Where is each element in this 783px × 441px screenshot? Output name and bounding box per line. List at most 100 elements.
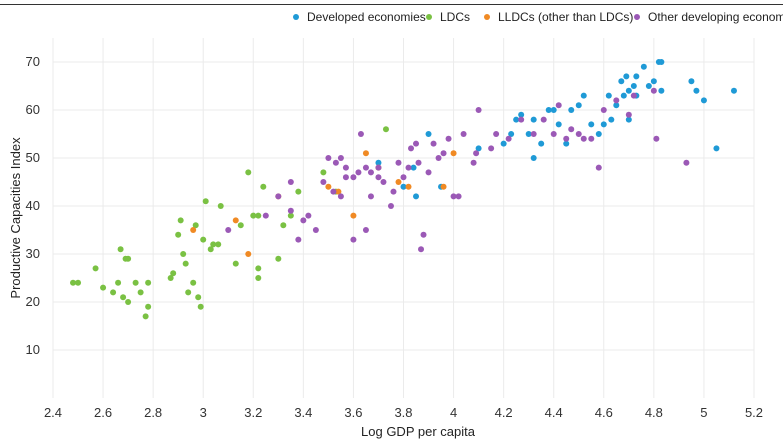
- data-point: [588, 135, 595, 142]
- data-point: [540, 116, 547, 123]
- data-point: [513, 116, 520, 123]
- data-point: [362, 227, 369, 233]
- grid: [52, 38, 755, 398]
- data-point: [380, 179, 387, 185]
- data-point: [405, 183, 412, 190]
- y-axis-ticks: 10 20 30 40 50 60 70: [26, 54, 40, 357]
- y-tick-label: 50: [26, 150, 40, 165]
- data-point: [375, 164, 382, 171]
- data-point: [145, 303, 152, 310]
- x-tick-label: 3.8: [394, 405, 412, 420]
- legend-label: Developed economies: [307, 10, 426, 24]
- data-point: [588, 121, 595, 128]
- data-point: [215, 241, 222, 248]
- data-point: [350, 236, 357, 243]
- top-border-line: [0, 4, 783, 5]
- data-point: [650, 87, 657, 94]
- data-point: [413, 193, 420, 200]
- data-point: [625, 111, 632, 118]
- data-point: [395, 159, 402, 166]
- data-point: [580, 92, 587, 99]
- data-point: [260, 183, 267, 190]
- data-point: [255, 265, 262, 272]
- data-point: [608, 116, 615, 123]
- data-point: [197, 303, 204, 310]
- data-points: [70, 59, 737, 320]
- data-point: [200, 236, 207, 243]
- data-point: [530, 155, 537, 161]
- data-point: [237, 222, 244, 229]
- data-point: [177, 217, 184, 224]
- data-point: [180, 251, 187, 257]
- data-point: [100, 284, 107, 291]
- data-point: [92, 265, 99, 272]
- data-point: [367, 193, 374, 200]
- data-point: [500, 140, 507, 147]
- data-point: [125, 255, 132, 262]
- data-point: [425, 131, 432, 137]
- data-point: [202, 198, 209, 205]
- data-point: [335, 188, 342, 195]
- data-point: [518, 111, 525, 118]
- data-point: [337, 155, 344, 161]
- x-tick-label: 2.4: [44, 405, 62, 420]
- data-point: [600, 107, 607, 113]
- data-point: [287, 207, 294, 214]
- data-point: [142, 313, 149, 320]
- data-point: [382, 126, 389, 133]
- data-point: [357, 131, 364, 137]
- data-point: [525, 131, 532, 137]
- data-point: [190, 227, 197, 233]
- data-point: [225, 227, 232, 233]
- data-point: [295, 236, 302, 243]
- data-point: [332, 159, 339, 166]
- data-point: [563, 140, 570, 147]
- data-point: [137, 289, 144, 296]
- data-point: [287, 212, 294, 219]
- data-point: [167, 275, 174, 281]
- x-tick-label: 3: [200, 405, 207, 420]
- legend-label: LDCs: [440, 10, 470, 24]
- data-point: [625, 87, 632, 94]
- data-point: [245, 251, 252, 257]
- x-tick-label: 4: [450, 405, 457, 420]
- x-tick-label: 5.2: [745, 405, 763, 420]
- data-point: [693, 87, 700, 94]
- data-point: [207, 246, 214, 253]
- data-point: [575, 102, 582, 109]
- data-point: [262, 212, 269, 219]
- data-point: [460, 131, 467, 137]
- data-point: [350, 212, 357, 219]
- data-point: [275, 193, 282, 200]
- data-point: [375, 174, 382, 181]
- data-point: [217, 203, 224, 209]
- data-point: [387, 203, 394, 209]
- data-point: [575, 131, 582, 137]
- y-tick-label: 20: [26, 294, 40, 309]
- x-tick-label: 2.8: [144, 405, 162, 420]
- data-point: [493, 131, 500, 137]
- data-point: [630, 92, 637, 99]
- data-point: [275, 255, 282, 262]
- data-point: [400, 183, 407, 190]
- data-point: [120, 294, 127, 301]
- data-point: [568, 107, 575, 113]
- data-point: [362, 164, 369, 171]
- data-point: [440, 183, 447, 190]
- data-point: [613, 102, 620, 109]
- x-tick-label: 2.6: [94, 405, 112, 420]
- data-point: [625, 116, 632, 123]
- x-axis-ticks: 2.4 2.6 2.8 3 3.2 3.4 3.6 3.8 4 4.2 4.4 4.6 4.8 5 5.2: [44, 405, 763, 420]
- data-point: [125, 299, 132, 305]
- data-point: [563, 135, 570, 142]
- x-tick-label: 4.6: [595, 405, 613, 420]
- data-point: [688, 78, 695, 85]
- series-2: [190, 150, 457, 257]
- legend-label: Other developing economies: [648, 10, 783, 24]
- data-point: [410, 164, 417, 171]
- data-point: [545, 107, 552, 113]
- data-point: [170, 270, 177, 277]
- data-point: [530, 131, 537, 137]
- data-point: [530, 116, 537, 123]
- data-point: [408, 145, 415, 152]
